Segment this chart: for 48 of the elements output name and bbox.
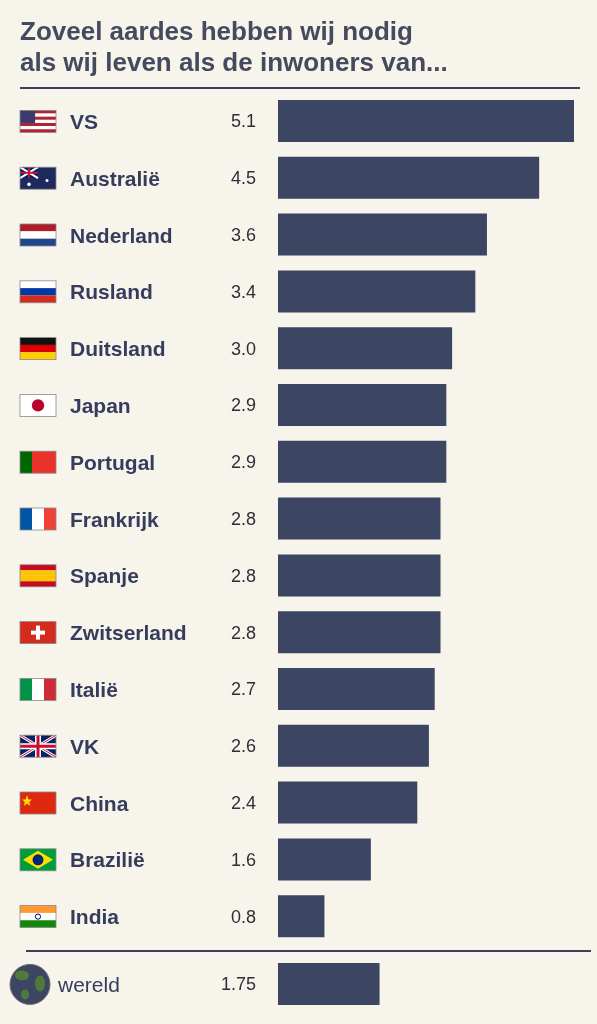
y-tick-label: Brazilië [70,848,145,872]
y-tick-label: Japan [70,393,131,417]
bar [278,895,325,938]
y-tick-label: Portugal [70,450,156,474]
bar [278,668,435,710]
y-tick-label: VS [70,109,99,133]
y-tick-label: Spanje [70,564,139,588]
y-tick-label: China [70,791,129,815]
data-label: 2.7 [230,679,256,700]
bar [278,327,453,370]
data-label: 0.8 [230,906,256,927]
data-label: 2.8 [230,508,256,529]
data-label: 2.9 [230,452,256,473]
data-label: 1.6 [230,849,256,870]
y-tick-label: Italië [70,677,118,701]
data-label: 2.6 [230,736,256,757]
data-label: 2.8 [230,565,256,586]
bar [278,270,476,313]
y-tick-label: Nederland [70,223,173,247]
bar [278,440,447,483]
y-tick-label: Australië [70,166,160,190]
data-label: 5.1 [230,111,256,132]
bar [278,100,574,142]
data-label: 1.75 [220,974,256,995]
bar [278,781,418,824]
chart-title: Zoveel aardes hebben wij nodig als wij leven als de inwoners van... [20,16,449,78]
data-label: 3.6 [230,224,256,245]
data-label: 3.0 [230,338,256,359]
bar [278,384,447,426]
y-tick-label: Rusland [70,280,153,304]
bar [278,611,441,654]
data-label: 2.9 [230,395,256,416]
y-tick-label: VK [70,734,100,758]
data-label: 4.5 [230,168,256,189]
bar [278,724,429,767]
y-tick-label: Zwitserland [70,621,187,645]
data-label: 3.4 [230,281,256,302]
data-label: 2.8 [230,622,256,643]
y-tick-label: Frankrijk [70,507,160,531]
y-tick-label: wereld [57,972,120,996]
bar [278,497,441,540]
bar [278,156,540,199]
bar [278,554,441,597]
data-label: 2.4 [230,792,256,813]
bar [278,213,487,256]
bar [278,838,371,881]
y-tick-label: Duitsland [70,337,166,361]
y-tick-label: India [70,905,120,929]
